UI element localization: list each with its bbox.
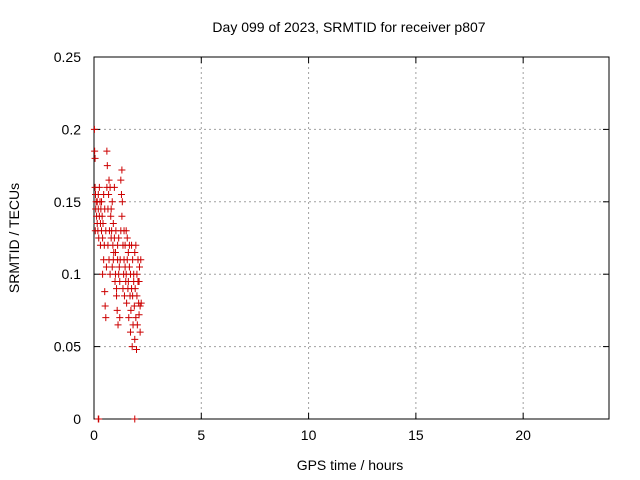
- data-point: [118, 212, 126, 220]
- data-point: [103, 147, 111, 155]
- data-point: [107, 205, 115, 213]
- data-point: [99, 270, 107, 278]
- data-point: [98, 198, 106, 206]
- y-tick-label: 0.2: [62, 121, 82, 137]
- data-point: [95, 415, 103, 423]
- y-tick-label: 0.25: [54, 49, 81, 65]
- data-point: [125, 314, 133, 322]
- y-tick-label: 0: [73, 411, 81, 427]
- data-point: [122, 227, 130, 235]
- data-point: [126, 328, 134, 336]
- data-point: [123, 299, 131, 307]
- data-point: [101, 302, 109, 310]
- data-point: [113, 306, 121, 314]
- grid: [94, 57, 609, 419]
- data-point: [132, 345, 140, 353]
- data-point: [125, 263, 133, 271]
- data-point: [107, 212, 115, 220]
- data-point: [115, 234, 123, 242]
- data-point: [123, 234, 131, 242]
- plot-frame: [93, 56, 610, 420]
- y-tick-label: 0.05: [54, 339, 81, 355]
- data-point: [103, 162, 111, 170]
- data-point: [116, 314, 124, 322]
- data-point: [111, 248, 119, 256]
- data-point: [135, 311, 143, 319]
- data-point: [99, 220, 107, 228]
- data-point: [132, 314, 140, 322]
- x-tick-label: 0: [90, 427, 98, 443]
- data-point: [135, 277, 143, 285]
- data-point: [135, 263, 143, 271]
- data-point: [132, 241, 140, 249]
- data-point: [127, 306, 135, 314]
- data-point: [131, 415, 139, 423]
- data-point: [116, 277, 124, 285]
- data-point: [109, 220, 117, 228]
- data-point: [118, 166, 126, 174]
- data-points: [90, 125, 145, 423]
- y-tick-label: 0.15: [54, 194, 81, 210]
- data-point: [136, 328, 144, 336]
- data-point: [98, 212, 106, 220]
- x-axis-label: GPS time / hours: [297, 457, 404, 473]
- data-point: [95, 183, 103, 191]
- x-tick-label: 20: [515, 427, 531, 443]
- data-point: [105, 176, 113, 184]
- data-point: [101, 288, 109, 296]
- data-point: [105, 191, 113, 199]
- data-point: [117, 191, 125, 199]
- data-point: [133, 292, 141, 300]
- data-point: [99, 234, 107, 242]
- x-axis: 0 5 10 15 20: [90, 57, 531, 443]
- data-point: [110, 183, 118, 191]
- x-tick-label: 10: [301, 427, 317, 443]
- y-axis: 0 0.05 0.1 0.15 0.2 0.25: [54, 49, 609, 427]
- chart-title: Day 099 of 2023, SRMTID for receiver p80…: [212, 19, 485, 35]
- data-point: [117, 176, 125, 184]
- x-tick-label: 15: [408, 427, 424, 443]
- data-point: [133, 321, 141, 329]
- data-point: [131, 285, 139, 293]
- data-point: [128, 343, 136, 351]
- data-point: [131, 335, 139, 343]
- data-point: [113, 292, 121, 300]
- data-point: [113, 285, 121, 293]
- data-point: [136, 302, 144, 310]
- data-point: [102, 314, 110, 322]
- data-point: [133, 270, 141, 278]
- y-tick-label: 0.1: [62, 266, 82, 282]
- data-point: [137, 299, 145, 307]
- data-point: [90, 125, 98, 133]
- data-point: [118, 198, 126, 206]
- data-point: [131, 248, 139, 256]
- x-tick-label: 5: [197, 427, 205, 443]
- data-point: [91, 147, 99, 155]
- data-point: [91, 154, 99, 162]
- y-axis-label: SRMTID / TECUs: [6, 183, 22, 293]
- data-point: [114, 321, 122, 329]
- data-point: [124, 248, 132, 256]
- data-point: [137, 256, 145, 264]
- data-point: [108, 263, 116, 271]
- data-point: [108, 198, 116, 206]
